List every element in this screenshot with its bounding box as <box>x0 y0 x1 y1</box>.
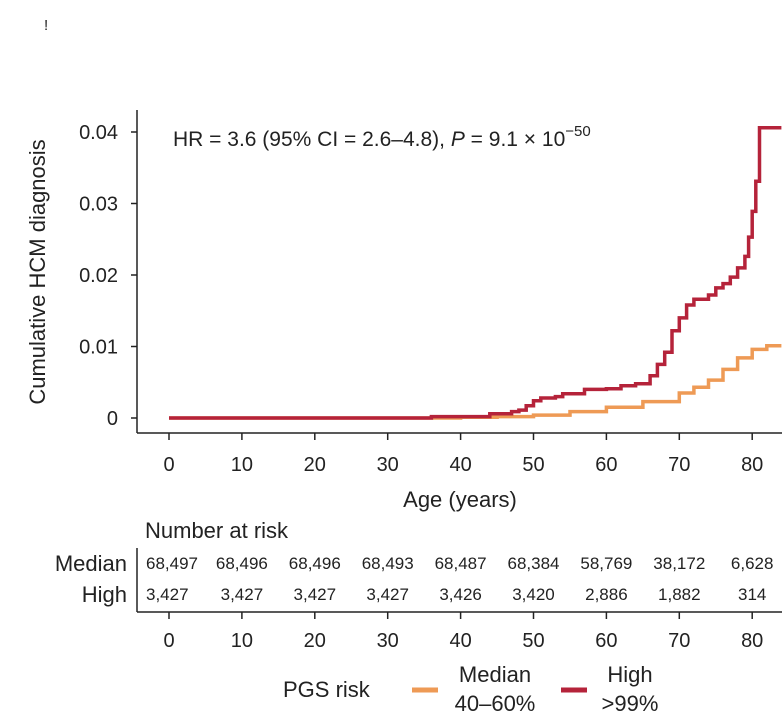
y-tick-label: 0.01 <box>79 337 118 359</box>
risk-row-label-high: High <box>82 582 127 607</box>
risk-x-tick-label: 50 <box>522 630 544 652</box>
x-tick-label: 30 <box>377 454 399 476</box>
x-tick-label: 20 <box>304 454 326 476</box>
risk-row-label-median: Median <box>55 551 127 576</box>
risk-x-tick-label: 70 <box>668 630 690 652</box>
annotation-p-symbol: P <box>451 128 465 151</box>
risk-x-tick-label: 20 <box>304 630 326 652</box>
risk-cell-high: 3,426 <box>439 585 482 604</box>
x-tick-label: 40 <box>449 454 471 476</box>
risk-cell-high: 1,882 <box>658 585 701 604</box>
risk-table-title: Number at risk <box>145 518 289 543</box>
risk-table-x-ticks: 0 10 20 30 40 50 60 70 80 <box>163 612 763 652</box>
panel-mark: ! <box>44 17 48 34</box>
risk-values: 68,497 68,496 68,496 68,493 68,487 68,384 58,7… <box>146 554 773 604</box>
risk-cell-high: 3,427 <box>221 585 264 604</box>
legend-title: PGS risk <box>283 677 371 702</box>
risk-cell-median: 68,497 <box>146 554 198 573</box>
legend: PGS risk Median 40–60% High >99% <box>283 662 658 716</box>
risk-cell-median: 68,496 <box>289 554 341 573</box>
risk-cell-high: 3,427 <box>146 585 189 604</box>
annotation-prefix: HR = 3.6 (95% CI = 2.6–4.8), <box>173 128 451 151</box>
x-axis-label: Age (years) <box>403 487 517 512</box>
risk-cell-high: 3,427 <box>294 585 337 604</box>
risk-cell-median: 68,493 <box>362 554 414 573</box>
x-axis-ticks: 0 10 20 30 40 50 60 70 80 <box>163 433 763 476</box>
x-tick-label: 70 <box>668 454 690 476</box>
series-line-median <box>169 344 782 420</box>
legend-sublabel-median: 40–60% <box>455 691 536 716</box>
hazard-ratio-annotation: HR = 3.6 (95% CI = 2.6–4.8), P = 9.1 × 1… <box>173 123 591 151</box>
x-tick-label: 60 <box>595 454 617 476</box>
legend-label-median: Median <box>459 662 531 687</box>
y-tick-label: 0 <box>107 408 118 430</box>
risk-cell-median: 6,628 <box>731 554 774 573</box>
risk-cell-high: 2,886 <box>585 585 628 604</box>
series-lines <box>169 125 782 420</box>
risk-cell-median: 68,384 <box>508 554 560 573</box>
risk-cell-high: 3,420 <box>512 585 555 604</box>
risk-table: Median High 68,497 68,496 68,496 68,493 68,4… <box>55 548 782 652</box>
risk-x-tick-label: 40 <box>449 630 471 652</box>
risk-cell-median: 68,496 <box>216 554 268 573</box>
annotation-exponent: −50 <box>565 123 590 140</box>
legend-label-high: High <box>607 662 652 687</box>
risk-cell-median: 58,769 <box>580 554 632 573</box>
risk-cell-high: 3,427 <box>366 585 409 604</box>
x-tick-label: 80 <box>741 454 763 476</box>
plot-area: 0 0.01 0.02 0.03 0.04 0 10 20 30 40 50 60 70 80 <box>79 110 782 476</box>
risk-x-tick-label: 80 <box>741 630 763 652</box>
x-tick-label: 10 <box>231 454 253 476</box>
y-axis-label: Cumulative HCM diagnosis <box>25 139 50 404</box>
risk-x-tick-label: 10 <box>231 630 253 652</box>
risk-x-tick-label: 60 <box>595 630 617 652</box>
y-axis-ticks: 0 0.01 0.02 0.03 0.04 <box>79 122 137 430</box>
series-line-high <box>169 125 782 420</box>
x-tick-label: 0 <box>163 454 174 476</box>
risk-x-tick-label: 30 <box>377 630 399 652</box>
risk-cell-high: 314 <box>738 585 766 604</box>
risk-x-tick-label: 0 <box>163 630 174 652</box>
y-tick-label: 0.03 <box>79 194 118 216</box>
x-tick-label: 50 <box>522 454 544 476</box>
legend-sublabel-high: >99% <box>602 691 659 716</box>
risk-cell-median: 68,487 <box>435 554 487 573</box>
annotation-p-rest: = 9.1 × 10 <box>465 128 565 151</box>
risk-cell-median: 38,172 <box>653 554 705 573</box>
y-tick-label: 0.02 <box>79 265 118 287</box>
y-tick-label: 0.04 <box>79 122 118 144</box>
